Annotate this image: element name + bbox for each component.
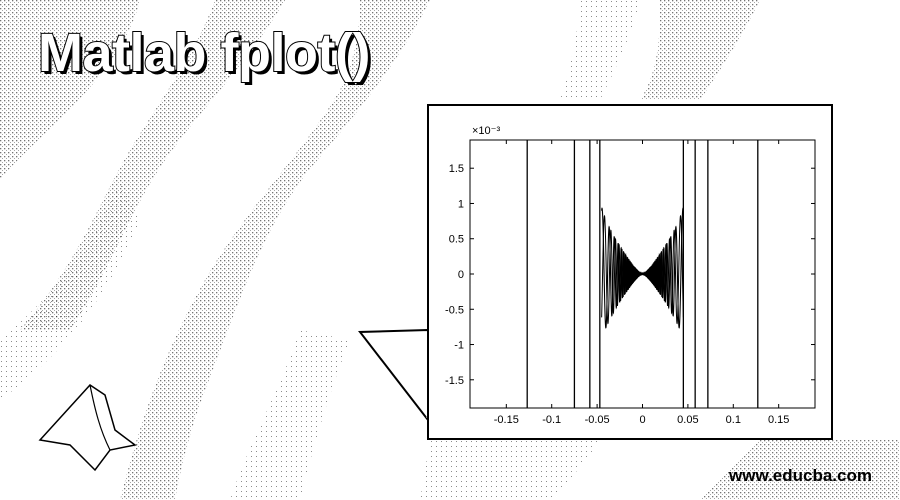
- x-tick-label: 0: [639, 414, 645, 426]
- y-tick-label: -1.5: [445, 375, 464, 387]
- y-tick-label: -1: [454, 340, 464, 352]
- x-tick-label: -0.15: [494, 414, 519, 426]
- x-tick-label: -0.05: [585, 414, 610, 426]
- page-title: Matlab fplot(): [37, 22, 371, 84]
- y-tick-label: 1.5: [449, 163, 464, 175]
- y-tick-label: -0.5: [445, 304, 464, 316]
- y-exponent-label: ×10⁻³: [472, 125, 500, 137]
- y-tick-label: 0: [458, 269, 464, 281]
- x-tick-label: -0.1: [542, 414, 561, 426]
- y-tick-label: 0.5: [449, 234, 464, 246]
- footer-url: www.educba.com: [729, 466, 872, 485]
- y-tick-label: 1: [458, 198, 464, 210]
- series-line: [526, 140, 759, 408]
- x-tick-label: 0.05: [677, 414, 698, 426]
- oscillation-curve-mirror: [601, 214, 684, 325]
- x-tick-label: 0.15: [768, 414, 789, 426]
- matlab-logo-icon: [38, 384, 137, 472]
- x-tick-label: 0.1: [726, 414, 741, 426]
